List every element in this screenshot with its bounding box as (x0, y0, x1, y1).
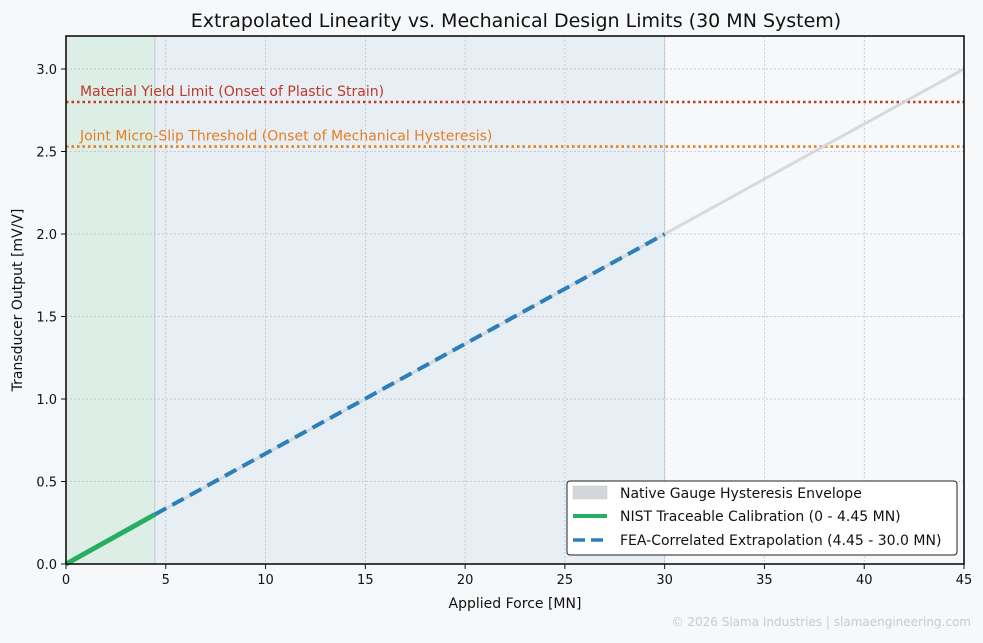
x-tick-label: 25 (557, 573, 574, 588)
shaded-region-1 (154, 36, 665, 564)
x-axis-ticks: 0 5 10 15 20 25 30 35 40 45 (62, 564, 972, 588)
y-tick-label: 1.0 (36, 393, 57, 408)
legend-item-calibration: NIST Traceable Calibration (0 - 4.45 MN) (573, 509, 901, 525)
legend: Native Gauge Hysteresis Envelope NIST Tr… (566, 480, 958, 556)
plot-background (66, 36, 964, 564)
x-tick-label: 5 (162, 573, 170, 588)
threshold-label-0: Material Yield Limit (Onset of Plastic S… (80, 84, 384, 100)
x-tick-label: 40 (856, 573, 873, 588)
legend-label-envelope: Native Gauge Hysteresis Envelope (620, 486, 862, 502)
x-tick-label: 30 (656, 573, 673, 588)
x-axis-title: Applied Force [MN] (449, 596, 582, 612)
x-tick-label: 35 (756, 573, 773, 588)
plot-area: Material Yield Limit (Onset of Plastic S… (64, 35, 965, 567)
threshold-label-1: Joint Micro-Slip Threshold (Onset of Mec… (79, 129, 492, 145)
y-tick-label: 0.0 (36, 558, 57, 573)
x-tick-label: 45 (956, 573, 973, 588)
y-axis-title: Transducer Output [mV/V] (10, 209, 26, 393)
chart-title: Extrapolated Linearity vs. Mechanical De… (191, 10, 841, 32)
y-axis-ticks: 0.0 0.5 1.0 1.5 2.0 2.5 3.0 (36, 63, 66, 573)
y-tick-label: 2.5 (36, 146, 57, 161)
series-line-2 (153, 232, 666, 517)
x-tick-label: 10 (257, 573, 274, 588)
legend-swatch-envelope (572, 485, 608, 500)
shaded-regions (66, 36, 666, 564)
legend-item-envelope: Native Gauge Hysteresis Envelope (572, 485, 862, 502)
legend-item-extrapolation: FEA-Correlated Extrapolation (4.45 - 30.… (573, 533, 941, 549)
y-tick-label: 2.0 (36, 228, 57, 243)
data-series (64, 67, 965, 567)
legend-label-calibration: NIST Traceable Calibration (0 - 4.45 MN) (620, 509, 901, 525)
y-tick-label: 1.5 (36, 311, 57, 326)
x-tick-label: 0 (62, 573, 70, 588)
threshold-lines: Material Yield Limit (Onset of Plastic S… (66, 84, 964, 148)
x-tick-label: 15 (357, 573, 374, 588)
series-line-1 (64, 512, 157, 567)
legend-label-extrapolation: FEA-Correlated Extrapolation (4.45 - 30.… (620, 533, 941, 549)
legend-box (566, 480, 958, 556)
shaded-region-0 (66, 36, 155, 564)
x-tick-label: 20 (457, 573, 474, 588)
plot-frame (65, 35, 965, 565)
y-tick-label: 0.5 (36, 476, 57, 491)
footer-copyright: © 2026 Slama Industries | slamaengineeri… (672, 615, 971, 629)
y-tick-label: 3.0 (36, 63, 57, 78)
